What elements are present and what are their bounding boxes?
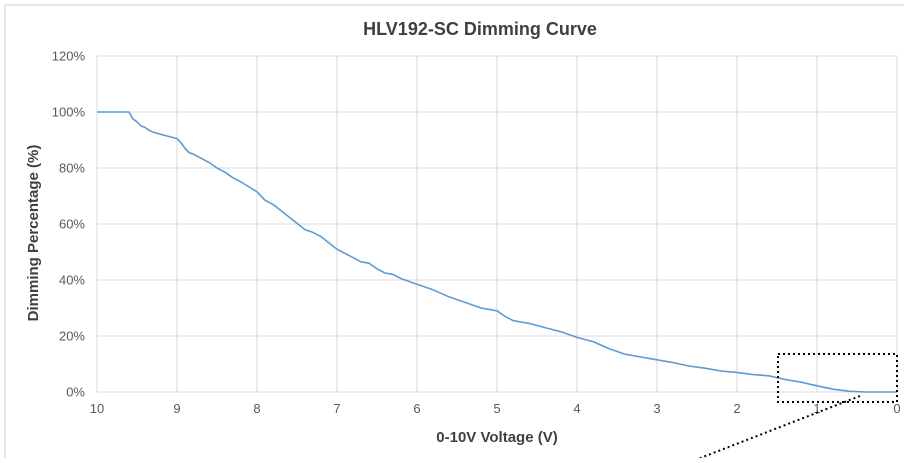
x-tick-label: 9 xyxy=(173,401,180,416)
x-axis-label: 0-10V Voltage (V) xyxy=(436,429,557,446)
series-layer xyxy=(97,111,897,393)
x-tick-label: 1 xyxy=(813,401,820,416)
y-tick-label: 40% xyxy=(59,273,85,288)
x-tick-label: 5 xyxy=(493,401,500,416)
x-tick-label: 3 xyxy=(653,401,660,416)
y-tick-label: 100% xyxy=(52,105,86,120)
x-tick-label: 10 xyxy=(90,401,104,416)
y-tick-label: 20% xyxy=(59,329,85,344)
zoom-highlight-box xyxy=(777,353,898,403)
x-tick-label: 2 xyxy=(733,401,740,416)
x-tick-label: 7 xyxy=(333,401,340,416)
chart-title: HLV192-SC Dimming Curve xyxy=(363,19,597,39)
x-tick-label: 4 xyxy=(573,401,580,416)
chart-frame xyxy=(4,4,904,463)
x-tick-label: 0 xyxy=(893,401,900,416)
gridlines xyxy=(96,55,898,393)
x-tick-label: 6 xyxy=(413,401,420,416)
y-tick-label: 80% xyxy=(59,161,85,176)
tick-labels: 0%20%40%60%80%100%120%10 9 8 7 6 5 4 3 2 1 0 xyxy=(52,49,901,417)
y-tick-label: 60% xyxy=(59,217,85,232)
y-tick-label: 0% xyxy=(66,385,85,400)
y-tick-label: 120% xyxy=(52,49,86,64)
zoom-callout-line xyxy=(689,395,861,463)
y-axis-label: Dimming Percentage (%) xyxy=(25,145,42,322)
series-line xyxy=(97,111,897,393)
x-tick-label: 8 xyxy=(253,401,260,416)
